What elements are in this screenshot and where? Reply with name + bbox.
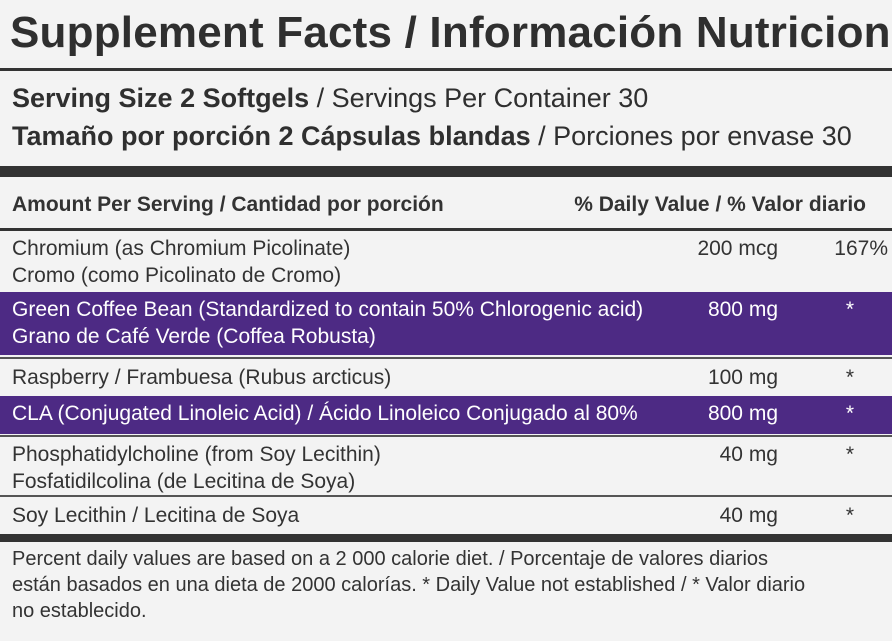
footnote: Percent daily values are based on a 2 00…: [12, 546, 887, 624]
ingredient-amount: 40 mg: [719, 504, 778, 527]
footnote-line: están basados en una dieta de 2000 calor…: [12, 574, 806, 596]
ingredient-amount: 100 mg: [707, 366, 778, 389]
serving-size-es: Tamaño por porción 2 Cápsulas blandas / …: [12, 118, 892, 154]
ingredient-name: Raspberry / Frambuesa (Rubus arcticus): [12, 364, 391, 391]
ingredient-daily-value: *: [845, 443, 855, 466]
ingredient-name-es: Cromo (como Picolinato de Cromo): [12, 264, 342, 287]
ingredient-daily-value: *: [845, 366, 855, 389]
row-divider: [0, 357, 892, 359]
ingredient-amount: 800 mg: [707, 402, 778, 425]
ingredient-amount: 200 mcg: [697, 237, 778, 260]
ingredient-name-en: Raspberry / Frambuesa (Rubus arcticus): [12, 366, 392, 389]
serving-size-en: Serving Size 2 Softgels / Servings Per C…: [12, 80, 892, 116]
row-divider: [0, 495, 892, 497]
ingredient-amount: 40 mg: [719, 443, 778, 466]
footnote-line: no establecido.: [12, 600, 147, 622]
ingredient-name-en: Soy Lecithin / Lecitina de Soya: [12, 504, 300, 527]
serving-size-es-label: Tamaño por porción 2 Cápsulas blandas: [12, 121, 531, 151]
table-row: Raspberry / Frambuesa (Rubus arcticus) 1…: [0, 360, 892, 396]
ingredient-name: Phosphatidylcholine (from Soy Lecithin) …: [12, 441, 381, 495]
table-header: Amount Per Serving / Cantidad por porció…: [0, 182, 892, 228]
servings-per-container-en: / Servings Per Container 30: [309, 83, 649, 113]
table-bottom-rule: [0, 534, 892, 542]
ingredient-name-en: Green Coffee Bean (Standardized to conta…: [12, 298, 644, 321]
serving-size-en-label: Serving Size 2 Softgels: [12, 83, 310, 113]
table-row: CLA (Conjugated Linoleic Acid) / Ácido L…: [0, 396, 892, 434]
panel-title: Supplement Facts / Información Nutricion…: [10, 8, 892, 57]
daily-value-header: % Daily Value / % Valor diario: [574, 193, 866, 216]
ingredient-name-es: Grano de Café Verde (Coffea Robusta): [12, 325, 376, 348]
header-divider: [0, 228, 892, 231]
table-row: Green Coffee Bean (Standardized to conta…: [0, 292, 892, 355]
table-row: Phosphatidylcholine (from Soy Lecithin) …: [0, 437, 892, 495]
ingredient-name-en: Phosphatidylcholine (from Soy Lecithin): [12, 443, 381, 466]
ingredient-name-en: CLA (Conjugated Linoleic Acid) / Ácido L…: [12, 402, 638, 425]
ingredient-daily-value: 167%: [834, 237, 888, 260]
footnote-line: Percent daily values are based on a 2 00…: [12, 548, 769, 570]
ingredient-name: Chromium (as Chromium Picolinate) Cromo …: [12, 235, 350, 289]
amount-per-serving-header: Amount Per Serving / Cantidad por porció…: [12, 193, 444, 216]
ingredient-name-es: Fosfatidilcolina (de Lecitina de Soya): [12, 470, 356, 493]
ingredient-name: Green Coffee Bean (Standardized to conta…: [12, 296, 643, 350]
ingredient-name-en: Chromium (as Chromium Picolinate): [12, 237, 351, 260]
table-row: Chromium (as Chromium Picolinate) Cromo …: [0, 231, 892, 291]
table-row: Soy Lecithin / Lecitina de Soya 40 mg *: [0, 498, 892, 534]
title-divider: [0, 68, 892, 71]
row-divider: [0, 435, 892, 437]
ingredient-daily-value: *: [845, 298, 855, 321]
servings-per-container-es: / Porciones por envase 30: [530, 121, 852, 151]
serving-divider: [0, 166, 892, 177]
ingredient-name: Soy Lecithin / Lecitina de Soya: [12, 502, 299, 529]
ingredient-name: CLA (Conjugated Linoleic Acid) / Ácido L…: [12, 400, 638, 427]
ingredient-daily-value: *: [845, 402, 855, 425]
ingredient-daily-value: *: [845, 504, 855, 527]
ingredient-amount: 800 mg: [707, 298, 778, 321]
